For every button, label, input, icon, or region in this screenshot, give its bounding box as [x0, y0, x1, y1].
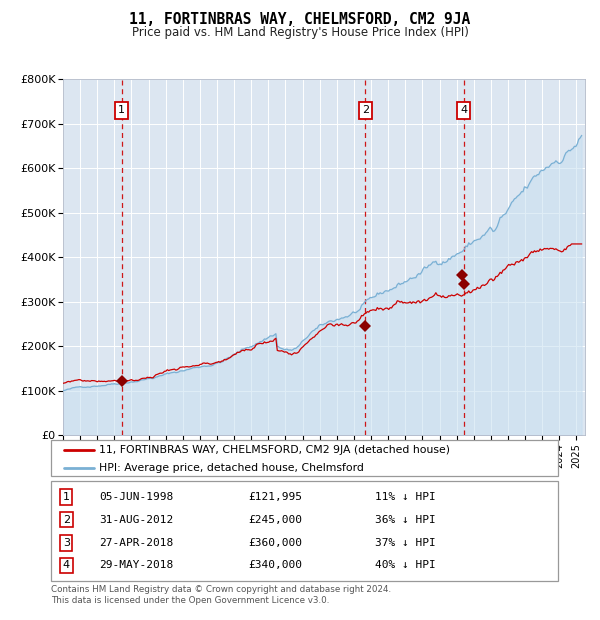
- Text: £245,000: £245,000: [249, 515, 303, 525]
- Text: 11, FORTINBRAS WAY, CHELMSFORD, CM2 9JA: 11, FORTINBRAS WAY, CHELMSFORD, CM2 9JA: [130, 12, 470, 27]
- Text: 27-APR-2018: 27-APR-2018: [99, 538, 173, 548]
- Text: 11% ↓ HPI: 11% ↓ HPI: [376, 492, 436, 502]
- Text: £121,995: £121,995: [249, 492, 303, 502]
- Text: 2: 2: [362, 105, 369, 115]
- Text: 37% ↓ HPI: 37% ↓ HPI: [376, 538, 436, 548]
- Text: 36% ↓ HPI: 36% ↓ HPI: [376, 515, 436, 525]
- Text: £340,000: £340,000: [249, 560, 303, 570]
- Text: £360,000: £360,000: [249, 538, 303, 548]
- Text: 4: 4: [62, 560, 70, 570]
- Text: 1: 1: [63, 492, 70, 502]
- Text: 1: 1: [118, 105, 125, 115]
- Text: 11, FORTINBRAS WAY, CHELMSFORD, CM2 9JA (detached house): 11, FORTINBRAS WAY, CHELMSFORD, CM2 9JA …: [99, 445, 450, 455]
- Text: 2: 2: [62, 515, 70, 525]
- Text: 3: 3: [63, 538, 70, 548]
- Text: 05-JUN-1998: 05-JUN-1998: [99, 492, 173, 502]
- Text: HPI: Average price, detached house, Chelmsford: HPI: Average price, detached house, Chel…: [99, 463, 364, 473]
- Text: 4: 4: [460, 105, 467, 115]
- Text: Price paid vs. HM Land Registry's House Price Index (HPI): Price paid vs. HM Land Registry's House …: [131, 26, 469, 39]
- Text: 31-AUG-2012: 31-AUG-2012: [99, 515, 173, 525]
- Text: 29-MAY-2018: 29-MAY-2018: [99, 560, 173, 570]
- Text: 40% ↓ HPI: 40% ↓ HPI: [376, 560, 436, 570]
- Text: Contains HM Land Registry data © Crown copyright and database right 2024.
This d: Contains HM Land Registry data © Crown c…: [51, 585, 391, 606]
